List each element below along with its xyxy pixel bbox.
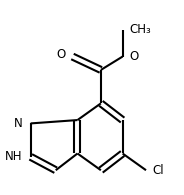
Text: CH₃: CH₃ (129, 23, 151, 36)
Text: N: N (14, 117, 22, 130)
Text: O: O (129, 50, 139, 63)
Text: O: O (56, 48, 66, 61)
Text: NH: NH (5, 150, 22, 163)
Text: Cl: Cl (153, 164, 164, 177)
